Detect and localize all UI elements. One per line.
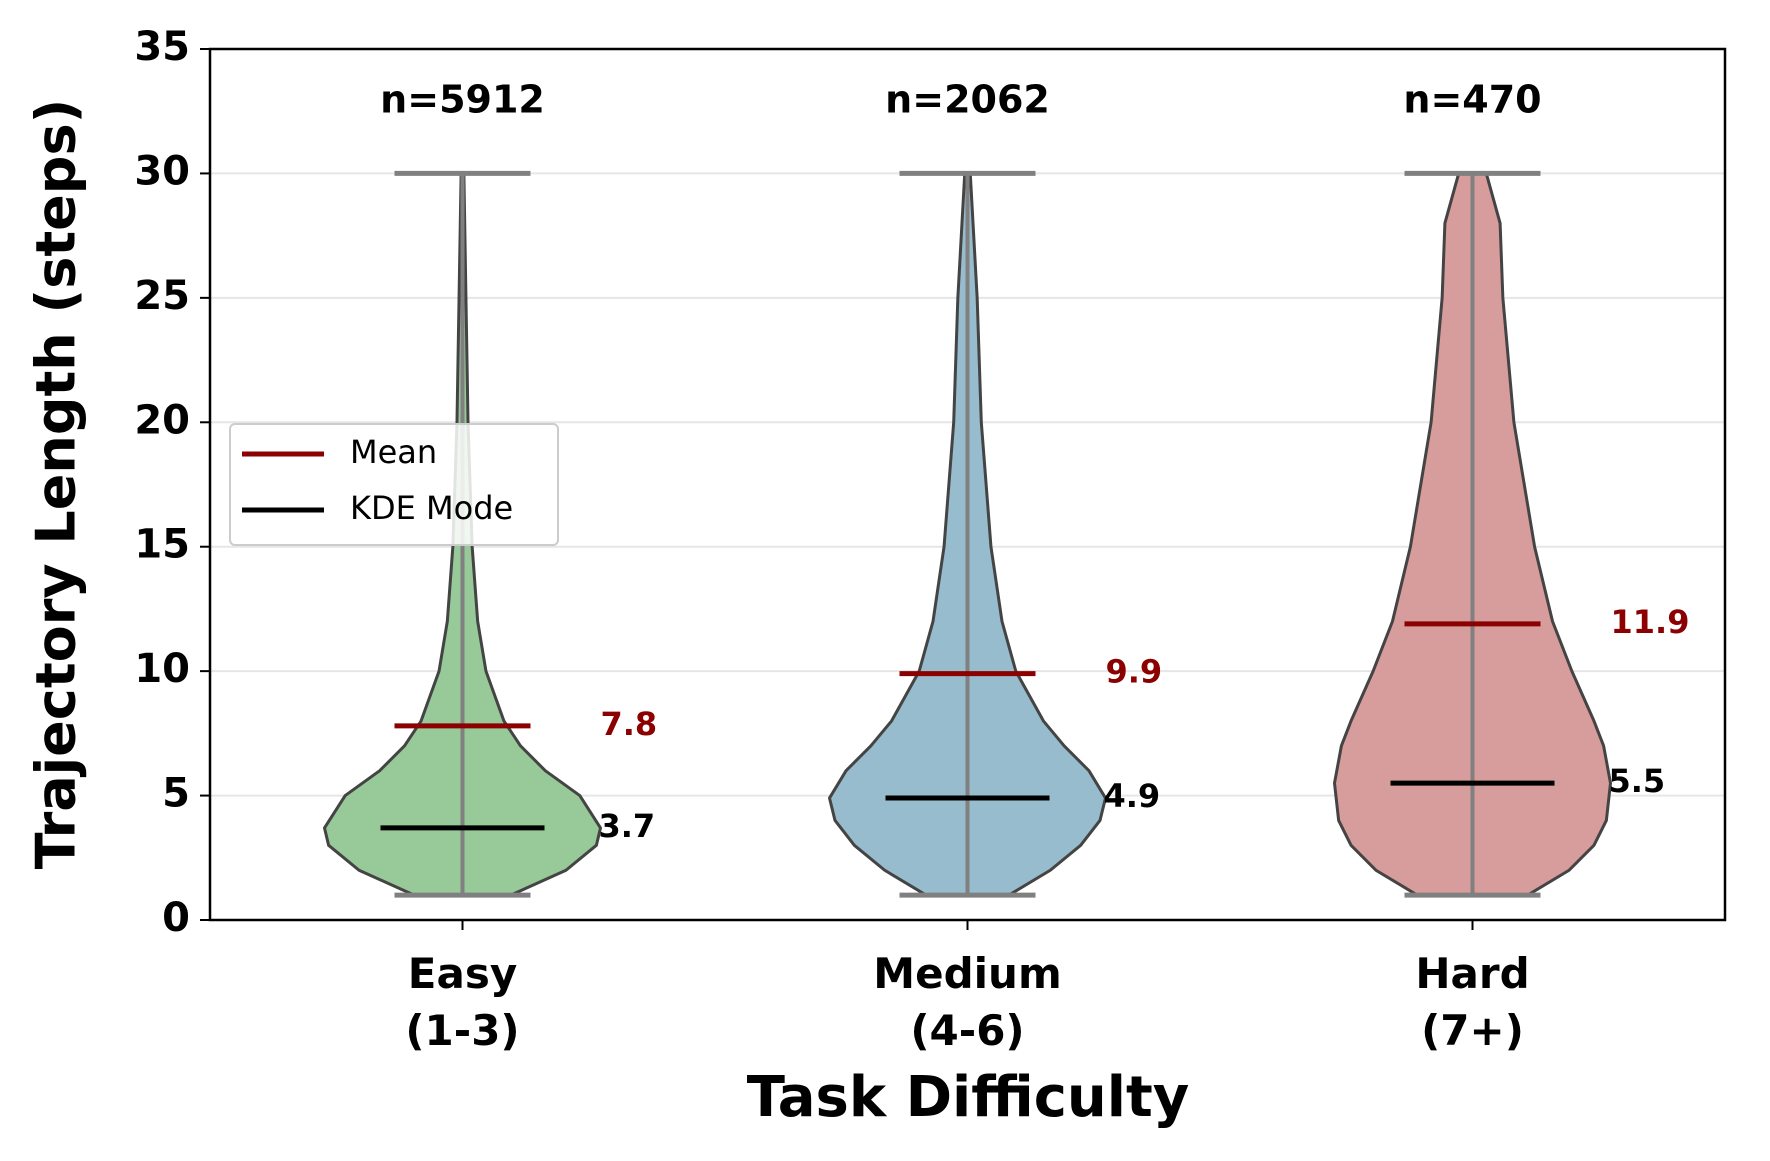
legend-label: Mean (350, 433, 437, 471)
x-tick-label: Hard (7+) (1415, 949, 1529, 1055)
y-axis-label: Trajectory Length (steps) (25, 99, 88, 870)
x-tick-label: Medium (4-6) (873, 949, 1061, 1055)
y-tick-label: 5 (162, 771, 190, 817)
plot-frame (208, 47, 1727, 922)
y-tick-label: 10 (134, 646, 190, 692)
legend-label: KDE Mode (350, 489, 513, 527)
mean-label: 9.9 (1106, 653, 1163, 691)
y-tick-label: 15 (134, 522, 190, 568)
mean-label: 7.8 (601, 705, 658, 743)
count-label: n=5912 (380, 78, 545, 122)
x-tick-label: Easy (1-3) (405, 949, 519, 1055)
y-tick-label: 25 (134, 273, 190, 319)
count-label: n=470 (1403, 78, 1541, 122)
mode-label: 3.7 (599, 807, 656, 845)
y-tick-label: 20 (134, 397, 190, 443)
x-axis-label: Task Difficulty (747, 1065, 1190, 1130)
mean-label: 11.9 (1611, 603, 1690, 641)
y-tick-label: 0 (162, 895, 190, 941)
y-tick-label: 35 (134, 24, 190, 70)
y-tick-label: 30 (134, 148, 190, 194)
count-label: n=2062 (885, 78, 1050, 122)
mode-label: 5.5 (1609, 762, 1666, 800)
mode-label: 4.9 (1104, 777, 1161, 815)
